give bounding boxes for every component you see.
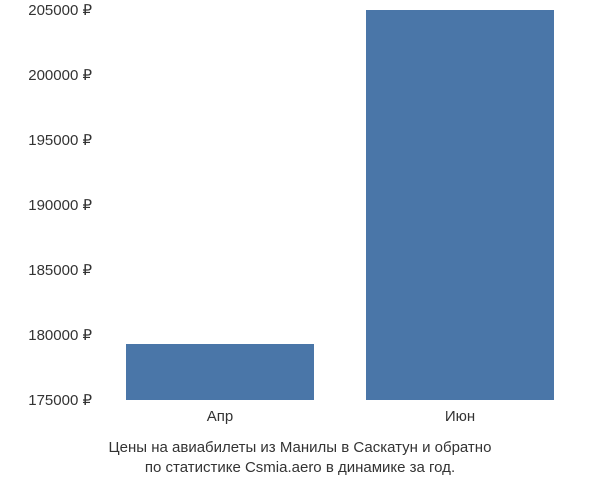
y-tick-label: 195000 ₽ [2, 131, 92, 149]
y-tick-label: 175000 ₽ [2, 391, 92, 409]
y-tick-label: 190000 ₽ [2, 196, 92, 214]
chart-caption: Цены на авиабилеты из Манилы в Саскатун … [0, 438, 600, 479]
bar [126, 344, 313, 400]
x-tick-label: Июн [445, 408, 475, 425]
x-tick-label: Апр [207, 408, 233, 425]
bar [366, 10, 553, 400]
caption-line-2: по статистике Csmia.aero в динамике за г… [145, 459, 455, 476]
caption-line-1: Цены на авиабилеты из Манилы в Саскатун … [109, 439, 492, 456]
y-tick-label: 185000 ₽ [2, 261, 92, 279]
y-tick-label: 180000 ₽ [2, 326, 92, 344]
y-tick-label: 205000 ₽ [2, 1, 92, 19]
y-tick-label: 200000 ₽ [2, 66, 92, 84]
price-bar-chart: Цены на авиабилеты из Манилы в Саскатун … [0, 0, 600, 500]
plot-area [100, 10, 580, 400]
